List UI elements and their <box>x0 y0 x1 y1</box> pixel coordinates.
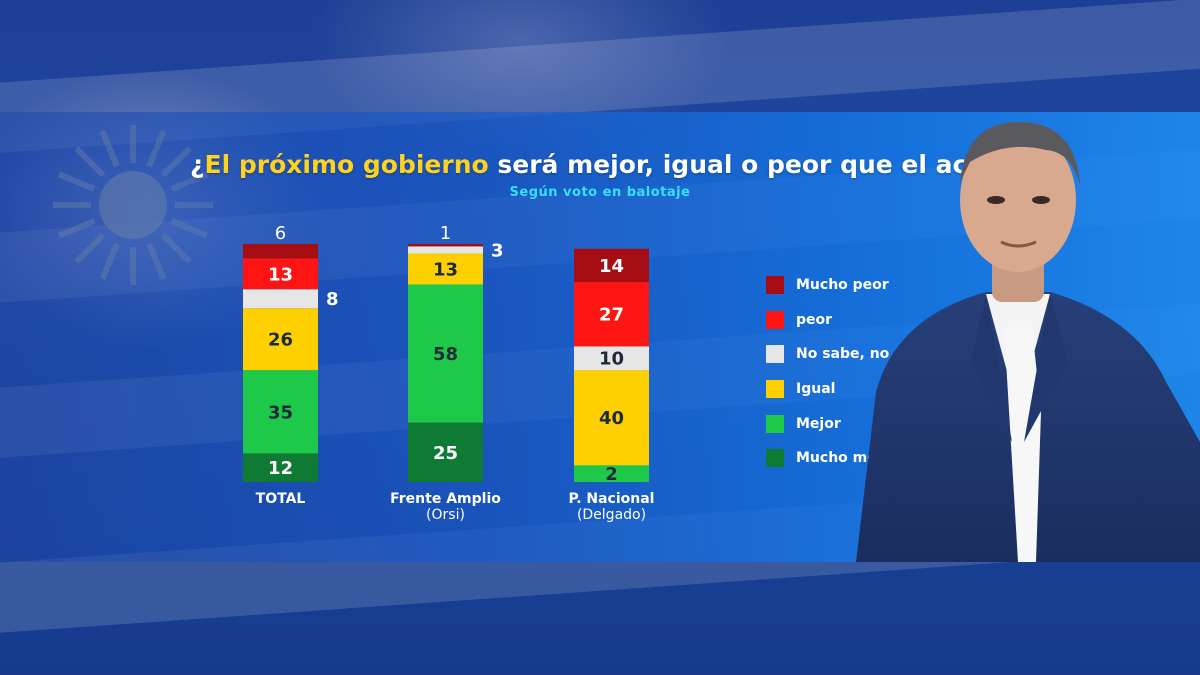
data-label: 25 <box>433 443 458 464</box>
legend-swatch <box>766 276 784 295</box>
chart-subtitle: Según voto en balotaje <box>509 185 691 200</box>
category-label: P. Nacional <box>569 491 655 507</box>
data-label: 13 <box>268 264 293 285</box>
data-label: 3 <box>491 240 504 261</box>
category-sublabel: (Orsi) <box>426 507 465 523</box>
legend-swatch <box>766 414 784 433</box>
legend-item-peor: peor <box>766 303 1006 338</box>
data-label: 14 <box>599 256 624 277</box>
bar-segment-mucho_peor <box>408 244 483 247</box>
bar-segment-mucho_mejor <box>243 453 318 482</box>
legend-swatch <box>766 310 784 329</box>
bar-segment-igual <box>408 253 483 285</box>
data-label: 13 <box>433 259 458 280</box>
bar-segment-nsnc <box>243 289 318 309</box>
data-label: 27 <box>599 305 624 326</box>
bar-segment-nsnc <box>574 346 649 371</box>
title-rest: será mejor, igual o peor que el actual? <box>488 150 1038 179</box>
data-label: 58 <box>433 344 458 365</box>
bar-segment-mejor <box>408 284 483 423</box>
data-label: 2 <box>605 464 618 485</box>
person-portrait-icon <box>856 121 1200 562</box>
data-label: 12 <box>268 458 293 479</box>
legend-label: Mejor <box>796 415 841 432</box>
data-label: 40 <box>599 408 624 429</box>
data-label: 6 <box>275 223 286 244</box>
legend-label: Igual <box>796 381 836 398</box>
category-label: Frente Amplio <box>390 491 501 507</box>
chart-title: ¿El próximo gobierno será mejor, igual o… <box>190 150 1037 179</box>
data-label: 8 <box>326 289 339 310</box>
legend-swatch <box>766 449 784 468</box>
legend-swatch <box>766 345 784 364</box>
legend-label: peor <box>796 311 833 328</box>
bar-segment-mucho_peor <box>243 244 318 259</box>
data-label: 10 <box>599 349 624 370</box>
bar-segment-mucho_peor <box>574 248 649 283</box>
data-label: 1 <box>440 223 451 244</box>
legend-item-mucho_peor: Mucho peor <box>766 268 1006 303</box>
bar-segment-peor <box>574 282 649 347</box>
bar-segment-igual <box>574 370 649 466</box>
legend-label: Mucho peor <box>796 277 889 294</box>
bar-segment-mucho_mejor <box>408 422 483 482</box>
legend-item-mejor: Mejor <box>766 406 1006 441</box>
data-label: 26 <box>268 330 293 351</box>
bar-segment-peor <box>243 258 318 290</box>
category-sublabel: (Delgado) <box>577 507 646 523</box>
bar-segment-mejor <box>574 465 649 482</box>
legend-item-igual: Igual <box>766 372 1006 407</box>
bar-segment-nsnc <box>408 246 483 254</box>
title-highlight: El próximo gobierno <box>204 150 489 179</box>
legend-swatch <box>766 380 784 399</box>
bar-segment-igual <box>243 308 318 371</box>
data-label: 35 <box>268 402 293 423</box>
category-label: TOTAL <box>256 491 306 507</box>
title-open: ¿ <box>190 150 205 179</box>
bar-segment-mejor <box>243 370 318 454</box>
